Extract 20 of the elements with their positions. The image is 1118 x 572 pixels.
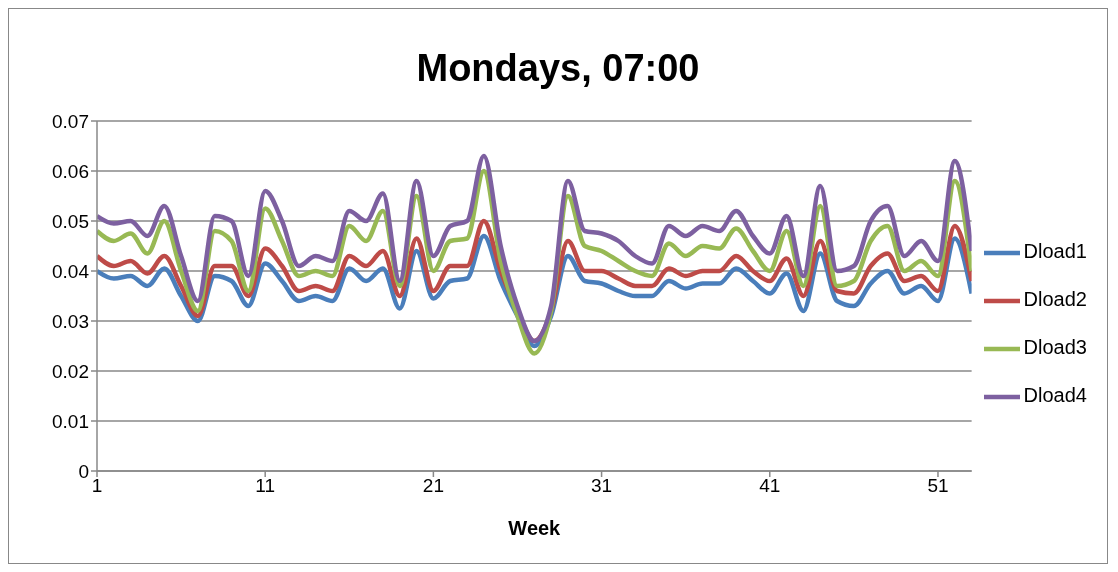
legend-label: Dload1 [1023,240,1087,262]
x-tick-label: 21 [422,475,444,497]
y-tick-label: 0.05 [52,210,89,232]
x-tick-label: 51 [927,475,949,497]
y-tick-label: 0.04 [52,260,90,282]
y-tick-label: 0.07 [52,110,89,132]
legend-label: Dload2 [1023,288,1087,310]
chart-title: Mondays, 07:00 [415,46,701,91]
x-tick-label: 31 [591,475,613,497]
x-tick-label: 11 [255,475,276,497]
y-tick-label: 0.02 [52,360,89,382]
y-tick-label: 0.06 [52,160,89,182]
legend-label: Dload3 [1023,336,1087,358]
x-tick-label: 1 [91,475,103,497]
y-tick-label: 0 [78,460,89,482]
x-axis-title: Week [508,517,562,539]
y-tick-label: 0.01 [52,410,89,432]
legend-label: Dload4 [1023,384,1087,406]
y-tick-label: 0.03 [52,310,89,332]
x-tick-label: 41 [759,475,781,497]
